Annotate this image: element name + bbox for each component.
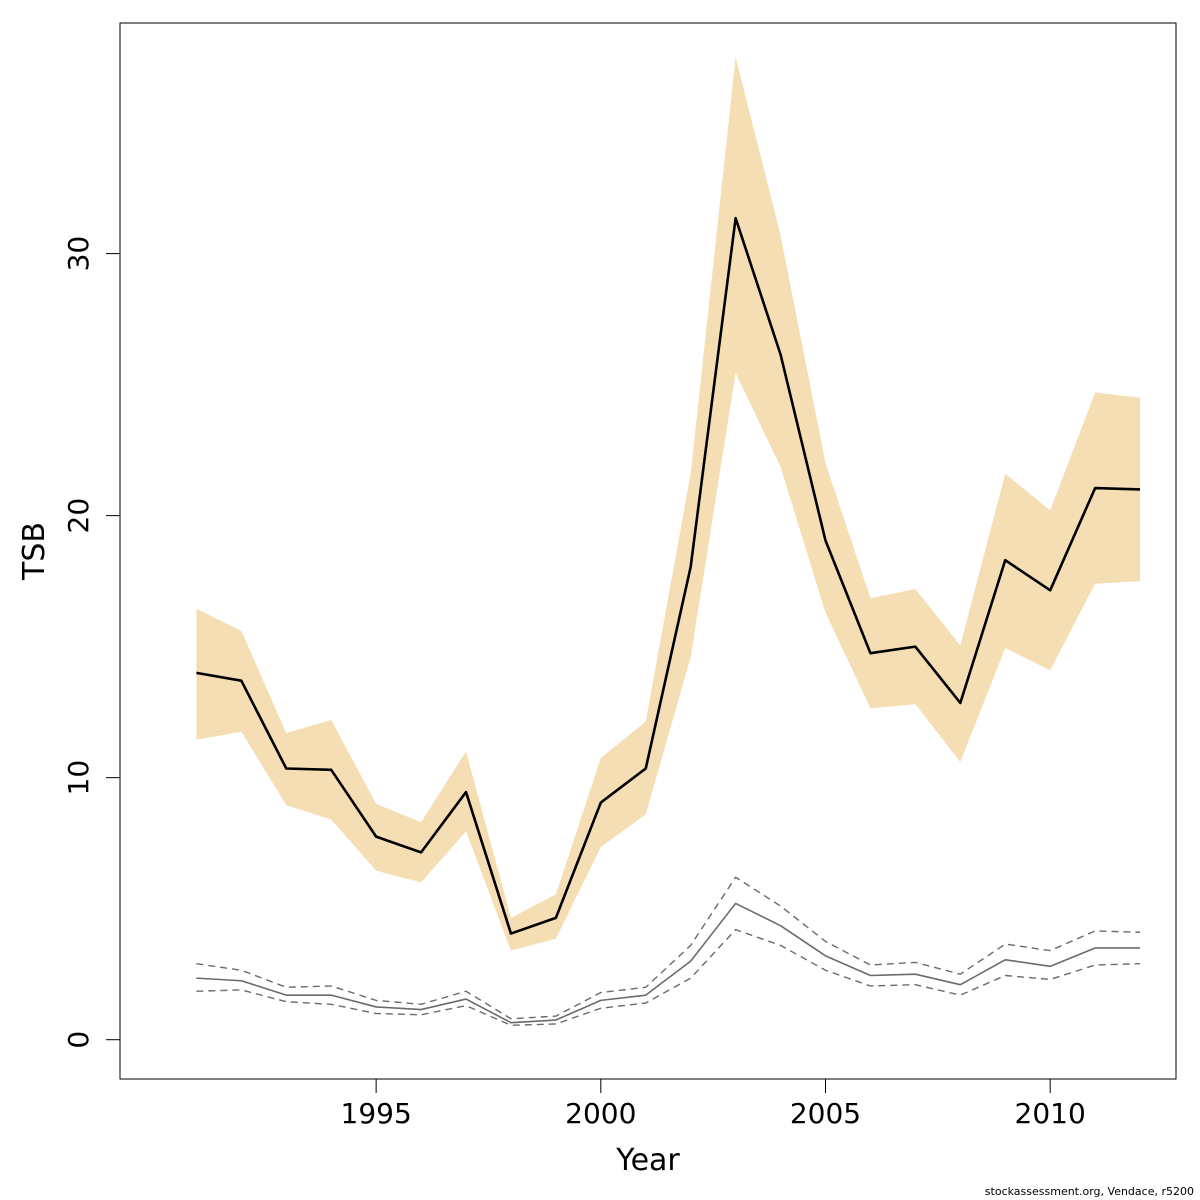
series-line-secondary [196,902,1141,1024]
footer-note: stockassessment.org, Vendace, r5200 [984,1185,1194,1198]
series-lines [196,216,1141,1026]
x-tick-label: 2000 [565,1097,636,1130]
y-tick-label: 20 [62,498,95,534]
y-tick-label: 0 [62,1031,95,1049]
x-tick-label: 2010 [1015,1097,1086,1130]
axes: 1995 2000 2005 2010 0 10 20 30 [62,236,1086,1130]
series-line-estimate [196,216,1141,935]
y-tick-label: 30 [62,236,95,272]
ci-band [196,57,1141,951]
confidence-band [196,57,1141,951]
x-axis-title: Year [615,1143,680,1178]
series-line-secondary-upper [196,876,1141,1020]
x-tick-label: 1995 [341,1097,412,1130]
y-tick-label: 10 [62,760,95,796]
plot-frame [119,22,1177,1080]
x-tick-label: 2005 [790,1097,861,1130]
series-line-secondary-lower [196,928,1141,1026]
y-axis-title: TSB [17,522,52,581]
